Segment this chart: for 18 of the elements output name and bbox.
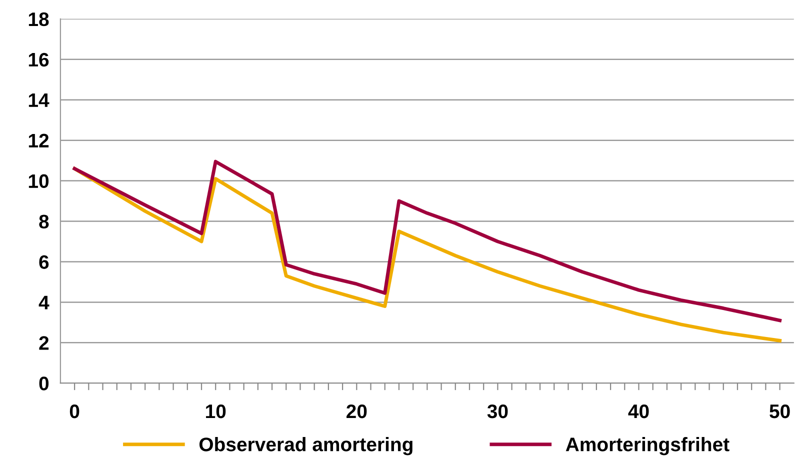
legend-label: Amorteringsfrihet — [566, 437, 730, 456]
x-tick-label: 10 — [206, 404, 226, 418]
y-tick-label: 18 — [28, 12, 49, 26]
x-tick-label: 50 — [770, 404, 790, 418]
x-tick-label: 30 — [487, 404, 508, 418]
x-tick-label: 20 — [346, 404, 367, 418]
y-tick-label: 12 — [28, 134, 49, 148]
y-tick-label: 10 — [28, 174, 49, 188]
y-tick-label: 4 — [38, 296, 50, 310]
x-tick-label: 40 — [628, 404, 649, 418]
y-tick-label: 0 — [39, 376, 49, 390]
y-tick-label: 6 — [39, 255, 49, 269]
x-tick-label: 0 — [70, 404, 80, 418]
legend-label: Observerad amortering — [199, 437, 412, 456]
y-tick-label: 14 — [28, 94, 50, 107]
y-tick-label: 2 — [39, 336, 49, 350]
y-tick-label: 16 — [28, 52, 49, 67]
y-tick-label: 8 — [39, 214, 49, 228]
